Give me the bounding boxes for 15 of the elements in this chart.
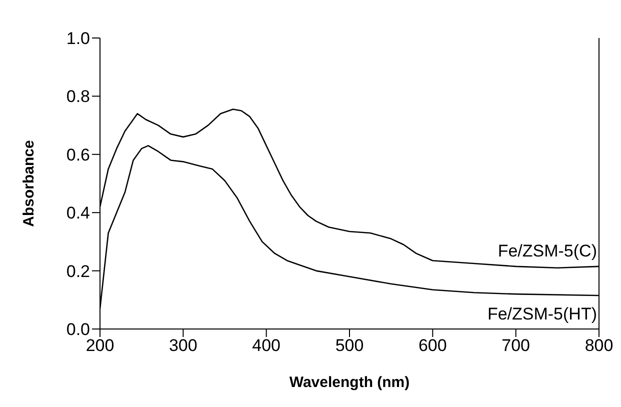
y-tick-label: 0.4 <box>66 204 90 223</box>
x-tick-label: 700 <box>502 336 530 356</box>
x-tick-label: 400 <box>252 336 281 356</box>
series-label: Fe/ZSM-5(C) <box>498 241 597 260</box>
x-tick-label: 600 <box>418 336 447 356</box>
x-tick-label: 300 <box>168 336 198 356</box>
y-tick-label: 1.0 <box>66 29 90 48</box>
y-tick-label: 0.6 <box>66 145 90 164</box>
x-axis-title: Wavelength (nm) <box>289 374 410 391</box>
y-tick-label: 0.8 <box>66 87 90 106</box>
y-tick-label: 0.2 <box>66 262 90 281</box>
x-tick-label: 800 <box>584 336 614 356</box>
series-label: Fe/ZSM-5(HT) <box>487 304 597 324</box>
x-tick-label: 500 <box>335 336 364 356</box>
y-axis-title: Absorbance <box>20 140 38 227</box>
